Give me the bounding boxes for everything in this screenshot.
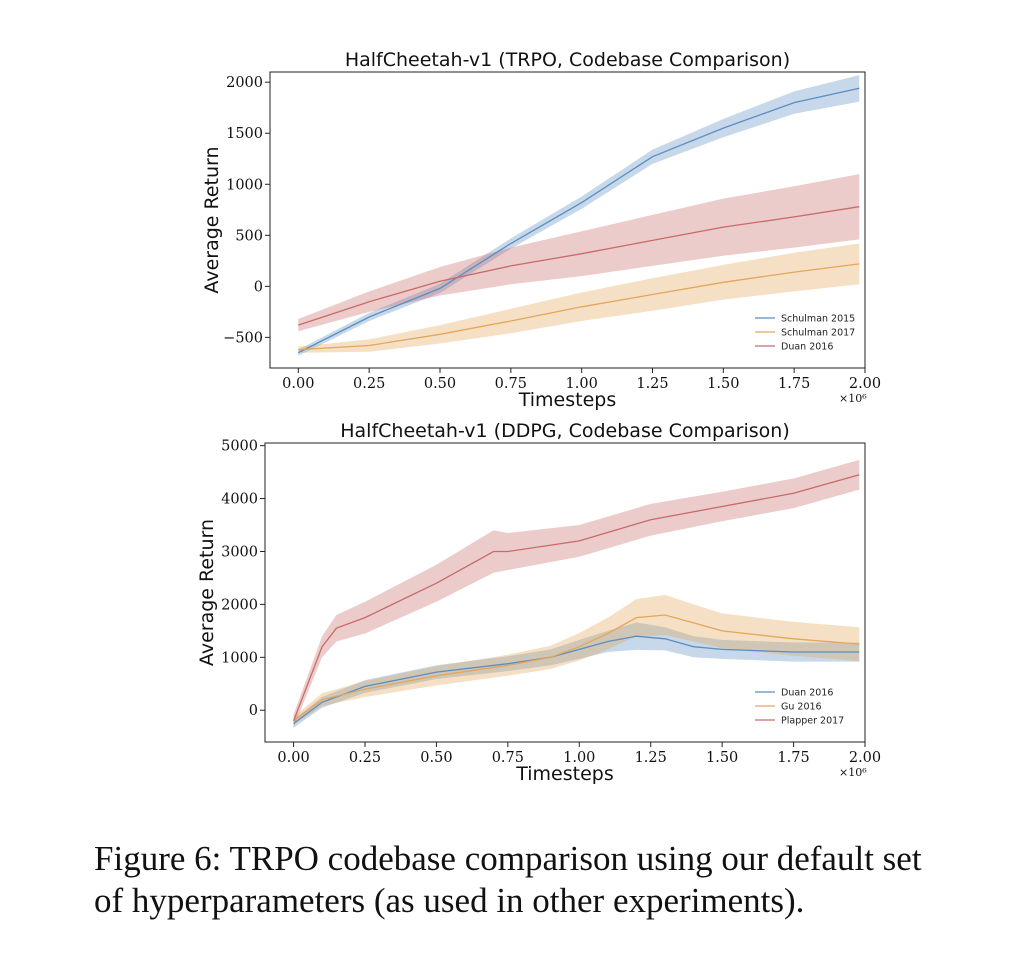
y-axis-label: Average Return xyxy=(201,146,223,293)
x-tick-label: 1.75 xyxy=(778,376,810,392)
series-line-1 xyxy=(293,635,860,725)
y-tick-label: 1000 xyxy=(226,177,263,193)
y-tick-label: 5000 xyxy=(221,439,258,455)
y-tick-label: 1000 xyxy=(221,650,258,666)
legend-label-3: Duan 2016 xyxy=(781,342,833,353)
x-tick-label: 2.00 xyxy=(849,376,881,392)
legend-label-2: Gu 2016 xyxy=(781,702,822,713)
y-tick-label: 4000 xyxy=(221,492,258,508)
x-tick-label: 1.75 xyxy=(777,750,809,766)
confidence-band-2 xyxy=(293,594,860,726)
confidence-band-2 xyxy=(298,243,860,353)
x-axis-multiplier: ×10⁶ xyxy=(839,392,867,405)
legend-label-3: Plapper 2017 xyxy=(781,716,844,727)
series-line-1 xyxy=(298,87,860,354)
x-tick-label: 0.50 xyxy=(420,750,452,766)
series-line-3 xyxy=(298,206,860,326)
plot-frame xyxy=(269,71,866,369)
y-tick-label: 3000 xyxy=(221,544,258,560)
x-tick-label: 0.50 xyxy=(424,376,456,392)
series-line-2 xyxy=(298,263,860,351)
x-tick-label: 0.00 xyxy=(282,376,314,392)
x-tick-label: 1.00 xyxy=(563,750,595,766)
legend-label-1: Schulman 2015 xyxy=(781,314,855,325)
x-tick-label: 1.50 xyxy=(707,376,739,392)
legend-label-2: Schulman 2017 xyxy=(781,328,855,339)
x-tick-label: 2.00 xyxy=(849,750,881,766)
x-axis-label: Timesteps xyxy=(515,763,614,785)
x-tick-label: 0.75 xyxy=(495,376,527,392)
x-tick-label: 1.25 xyxy=(636,376,668,392)
x-axis-label: Timesteps xyxy=(518,389,617,411)
y-axis-label: Average Return xyxy=(196,519,218,666)
x-tick-label: 1.25 xyxy=(635,750,667,766)
y-tick-label: 1500 xyxy=(226,126,263,142)
chart-title: HalfCheetah-v1 (TRPO, Codebase Compariso… xyxy=(345,49,790,71)
plot-frame xyxy=(264,442,866,743)
x-tick-label: 1.00 xyxy=(566,376,598,392)
confidence-band-3 xyxy=(293,459,860,728)
x-tick-label: 0.25 xyxy=(353,376,385,392)
y-tick-label: 2000 xyxy=(221,597,258,613)
series-line-3 xyxy=(292,474,860,722)
x-axis-multiplier: ×10⁶ xyxy=(839,766,867,779)
figure-caption: Figure 6: TRPO codebase comparison using… xyxy=(94,838,994,922)
x-tick-label: 1.50 xyxy=(706,750,738,766)
caption-line-2: of hyperparameters (as used in other exp… xyxy=(94,881,805,920)
chart-1: HalfCheetah-v1 (TRPO, Codebase Compariso… xyxy=(201,49,881,411)
x-tick-label: 0.00 xyxy=(277,750,309,766)
y-tick-label: 0 xyxy=(254,279,263,295)
x-tick-label: 0.25 xyxy=(349,750,381,766)
y-tick-label: 0 xyxy=(249,703,258,719)
confidence-band-1 xyxy=(298,75,860,356)
y-tick-label: 500 xyxy=(235,228,263,244)
y-tick-label: 2000 xyxy=(226,75,263,91)
confidence-band-3 xyxy=(298,174,860,332)
caption-line-1: Figure 6: TRPO codebase comparison using… xyxy=(94,839,922,878)
y-tick-label: −500 xyxy=(223,330,263,346)
chart-2: HalfCheetah-v1 (DDPG, Codebase Compariso… xyxy=(196,420,881,785)
x-tick-label: 0.75 xyxy=(492,750,524,766)
series-line-2 xyxy=(293,614,860,722)
legend: Duan 2016 Gu 2016 Plapper 2017 xyxy=(755,688,844,727)
chart-title: HalfCheetah-v1 (DDPG, Codebase Compariso… xyxy=(340,420,790,442)
legend-label-1: Duan 2016 xyxy=(781,688,833,699)
legend: Schulman 2015 Schulman 2017 Duan 2016 xyxy=(755,314,855,353)
